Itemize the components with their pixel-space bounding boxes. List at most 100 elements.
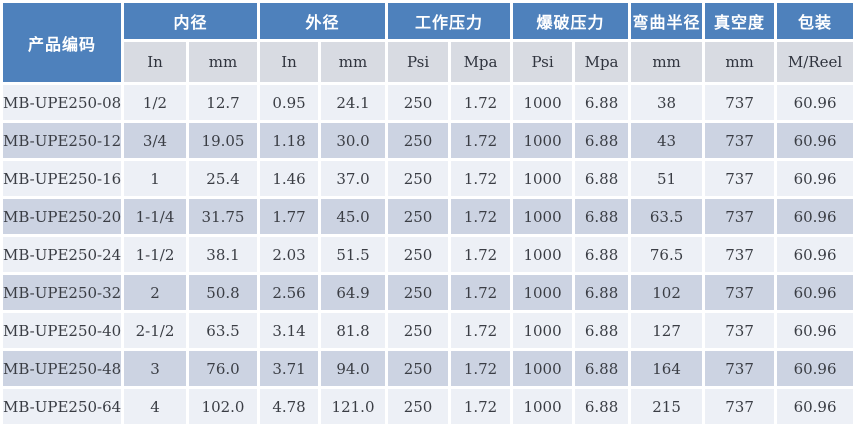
table-cell: 250: [388, 313, 449, 348]
unit-bend-radius-mm: mm: [631, 42, 703, 82]
table-cell: 1000: [513, 237, 573, 272]
unit-burst-mpa: Mpa: [575, 42, 629, 82]
table-row: MB-UPE250-12 3/4 19.05 1.18 30.0 250 1.72 1000 6…: [3, 123, 854, 158]
table-cell: 3/4: [124, 123, 186, 158]
table-cell: 1000: [513, 351, 573, 386]
table-cell: 1-1/2: [124, 237, 186, 272]
table-cell: 1000: [513, 275, 573, 310]
table-cell: 250: [388, 123, 449, 158]
table-cell: 737: [705, 313, 775, 348]
table-cell: 24.1: [321, 85, 386, 120]
table-cell: 737: [705, 161, 775, 196]
table-cell: 1.72: [451, 123, 511, 158]
table-cell: 50.8: [189, 275, 258, 310]
table-cell: 38.1: [189, 237, 258, 272]
table-cell: 30.0: [321, 123, 386, 158]
table-cell: 38: [631, 85, 703, 120]
unit-package-mreel: M/Reel: [777, 42, 854, 82]
table-cell: 215: [631, 389, 703, 424]
table-cell: 1000: [513, 389, 573, 424]
table-cell: 6.88: [575, 161, 629, 196]
unit-burst-psi: Psi: [513, 42, 573, 82]
table-cell: 6.88: [575, 237, 629, 272]
table-cell: 737: [705, 199, 775, 234]
header-package: 包装: [777, 3, 854, 39]
table-cell: 6.88: [575, 123, 629, 158]
table-cell: 60.96: [777, 237, 854, 272]
table-cell: 94.0: [321, 351, 386, 386]
table-cell: 6.88: [575, 275, 629, 310]
table-cell: 63.5: [189, 313, 258, 348]
table-row: MB-UPE250-16 1 25.4 1.46 37.0 250 1.72 1000 6.88…: [3, 161, 854, 196]
table-cell: 250: [388, 389, 449, 424]
table-cell: 60.96: [777, 199, 854, 234]
header-product-code: 产品编码: [3, 3, 121, 82]
table-cell: 60.96: [777, 161, 854, 196]
table-cell: 60.96: [777, 85, 854, 120]
table-cell: 43: [631, 123, 703, 158]
product-code-cell: MB-UPE250-16: [3, 161, 121, 196]
table-cell: 81.8: [321, 313, 386, 348]
table-cell: 45.0: [321, 199, 386, 234]
table-cell: 2.03: [260, 237, 319, 272]
header-group-row: 产品编码 内径 外径 工作压力 爆破压力 弯曲半径 真空度 包装: [3, 3, 854, 82]
header-outer-diameter: 外径: [260, 3, 386, 39]
table-header: 产品编码 内径 外径 工作压力 爆破压力 弯曲半径 真空度 包装 In mm I…: [3, 3, 854, 82]
table-cell: 1.72: [451, 389, 511, 424]
product-code-cell: MB-UPE250-20: [3, 199, 121, 234]
table-cell: 1.72: [451, 85, 511, 120]
unit-working-psi: Psi: [388, 42, 449, 82]
header-burst-pressure: 爆破压力: [513, 3, 629, 39]
table-cell: 12.7: [189, 85, 258, 120]
product-code-cell: MB-UPE250-12: [3, 123, 121, 158]
table-cell: 1.72: [451, 161, 511, 196]
table-cell: 1000: [513, 199, 573, 234]
table-cell: 250: [388, 275, 449, 310]
table-cell: 6.88: [575, 199, 629, 234]
unit-inner-in: In: [124, 42, 186, 82]
unit-inner-mm: mm: [189, 42, 258, 82]
table-cell: 1.72: [451, 313, 511, 348]
table-cell: 737: [705, 389, 775, 424]
table-cell: 1.72: [451, 237, 511, 272]
table-cell: 3.14: [260, 313, 319, 348]
table-cell: 250: [388, 237, 449, 272]
table-cell: 6.88: [575, 389, 629, 424]
table-cell: 250: [388, 351, 449, 386]
product-code-cell: MB-UPE250-32: [3, 275, 121, 310]
table-cell: 737: [705, 237, 775, 272]
table-cell: 3: [124, 351, 186, 386]
table-cell: 0.95: [260, 85, 319, 120]
table-cell: 63.5: [631, 199, 703, 234]
table-cell: 60.96: [777, 351, 854, 386]
table-cell: 60.96: [777, 313, 854, 348]
table-row: MB-UPE250-08 1/2 12.7 0.95 24.1 250 1.72 1000 6.…: [3, 85, 854, 120]
table-row: MB-UPE250-40 2-1/2 63.5 3.14 81.8 250 1.72 1000…: [3, 313, 854, 348]
table-row: MB-UPE250-48 3 76.0 3.71 94.0 250 1.72 1000 6.88…: [3, 351, 854, 386]
table-cell: 60.96: [777, 275, 854, 310]
table-cell: 1-1/4: [124, 199, 186, 234]
table-cell: 1: [124, 161, 186, 196]
table-cell: 1.72: [451, 351, 511, 386]
product-code-cell: MB-UPE250-64: [3, 389, 121, 424]
table-cell: 1/2: [124, 85, 186, 120]
table-cell: 4: [124, 389, 186, 424]
table-cell: 2: [124, 275, 186, 310]
product-code-cell: MB-UPE250-08: [3, 85, 121, 120]
table-cell: 76.5: [631, 237, 703, 272]
product-code-cell: MB-UPE250-40: [3, 313, 121, 348]
table-cell: 37.0: [321, 161, 386, 196]
table-cell: 250: [388, 85, 449, 120]
table-cell: 1000: [513, 123, 573, 158]
unit-working-mpa: Mpa: [451, 42, 511, 82]
header-inner-diameter: 内径: [124, 3, 258, 39]
table-cell: 4.78: [260, 389, 319, 424]
table-row: MB-UPE250-24 1-1/2 38.1 2.03 51.5 250 1.72 1000…: [3, 237, 854, 272]
table-cell: 3.71: [260, 351, 319, 386]
table-cell: 102: [631, 275, 703, 310]
table-cell: 2.56: [260, 275, 319, 310]
header-units-row: In mm In mm Psi Mpa Psi Mpa mm mm M/Reel: [3, 42, 854, 82]
table-cell: 1.77: [260, 199, 319, 234]
table-cell: 737: [705, 351, 775, 386]
